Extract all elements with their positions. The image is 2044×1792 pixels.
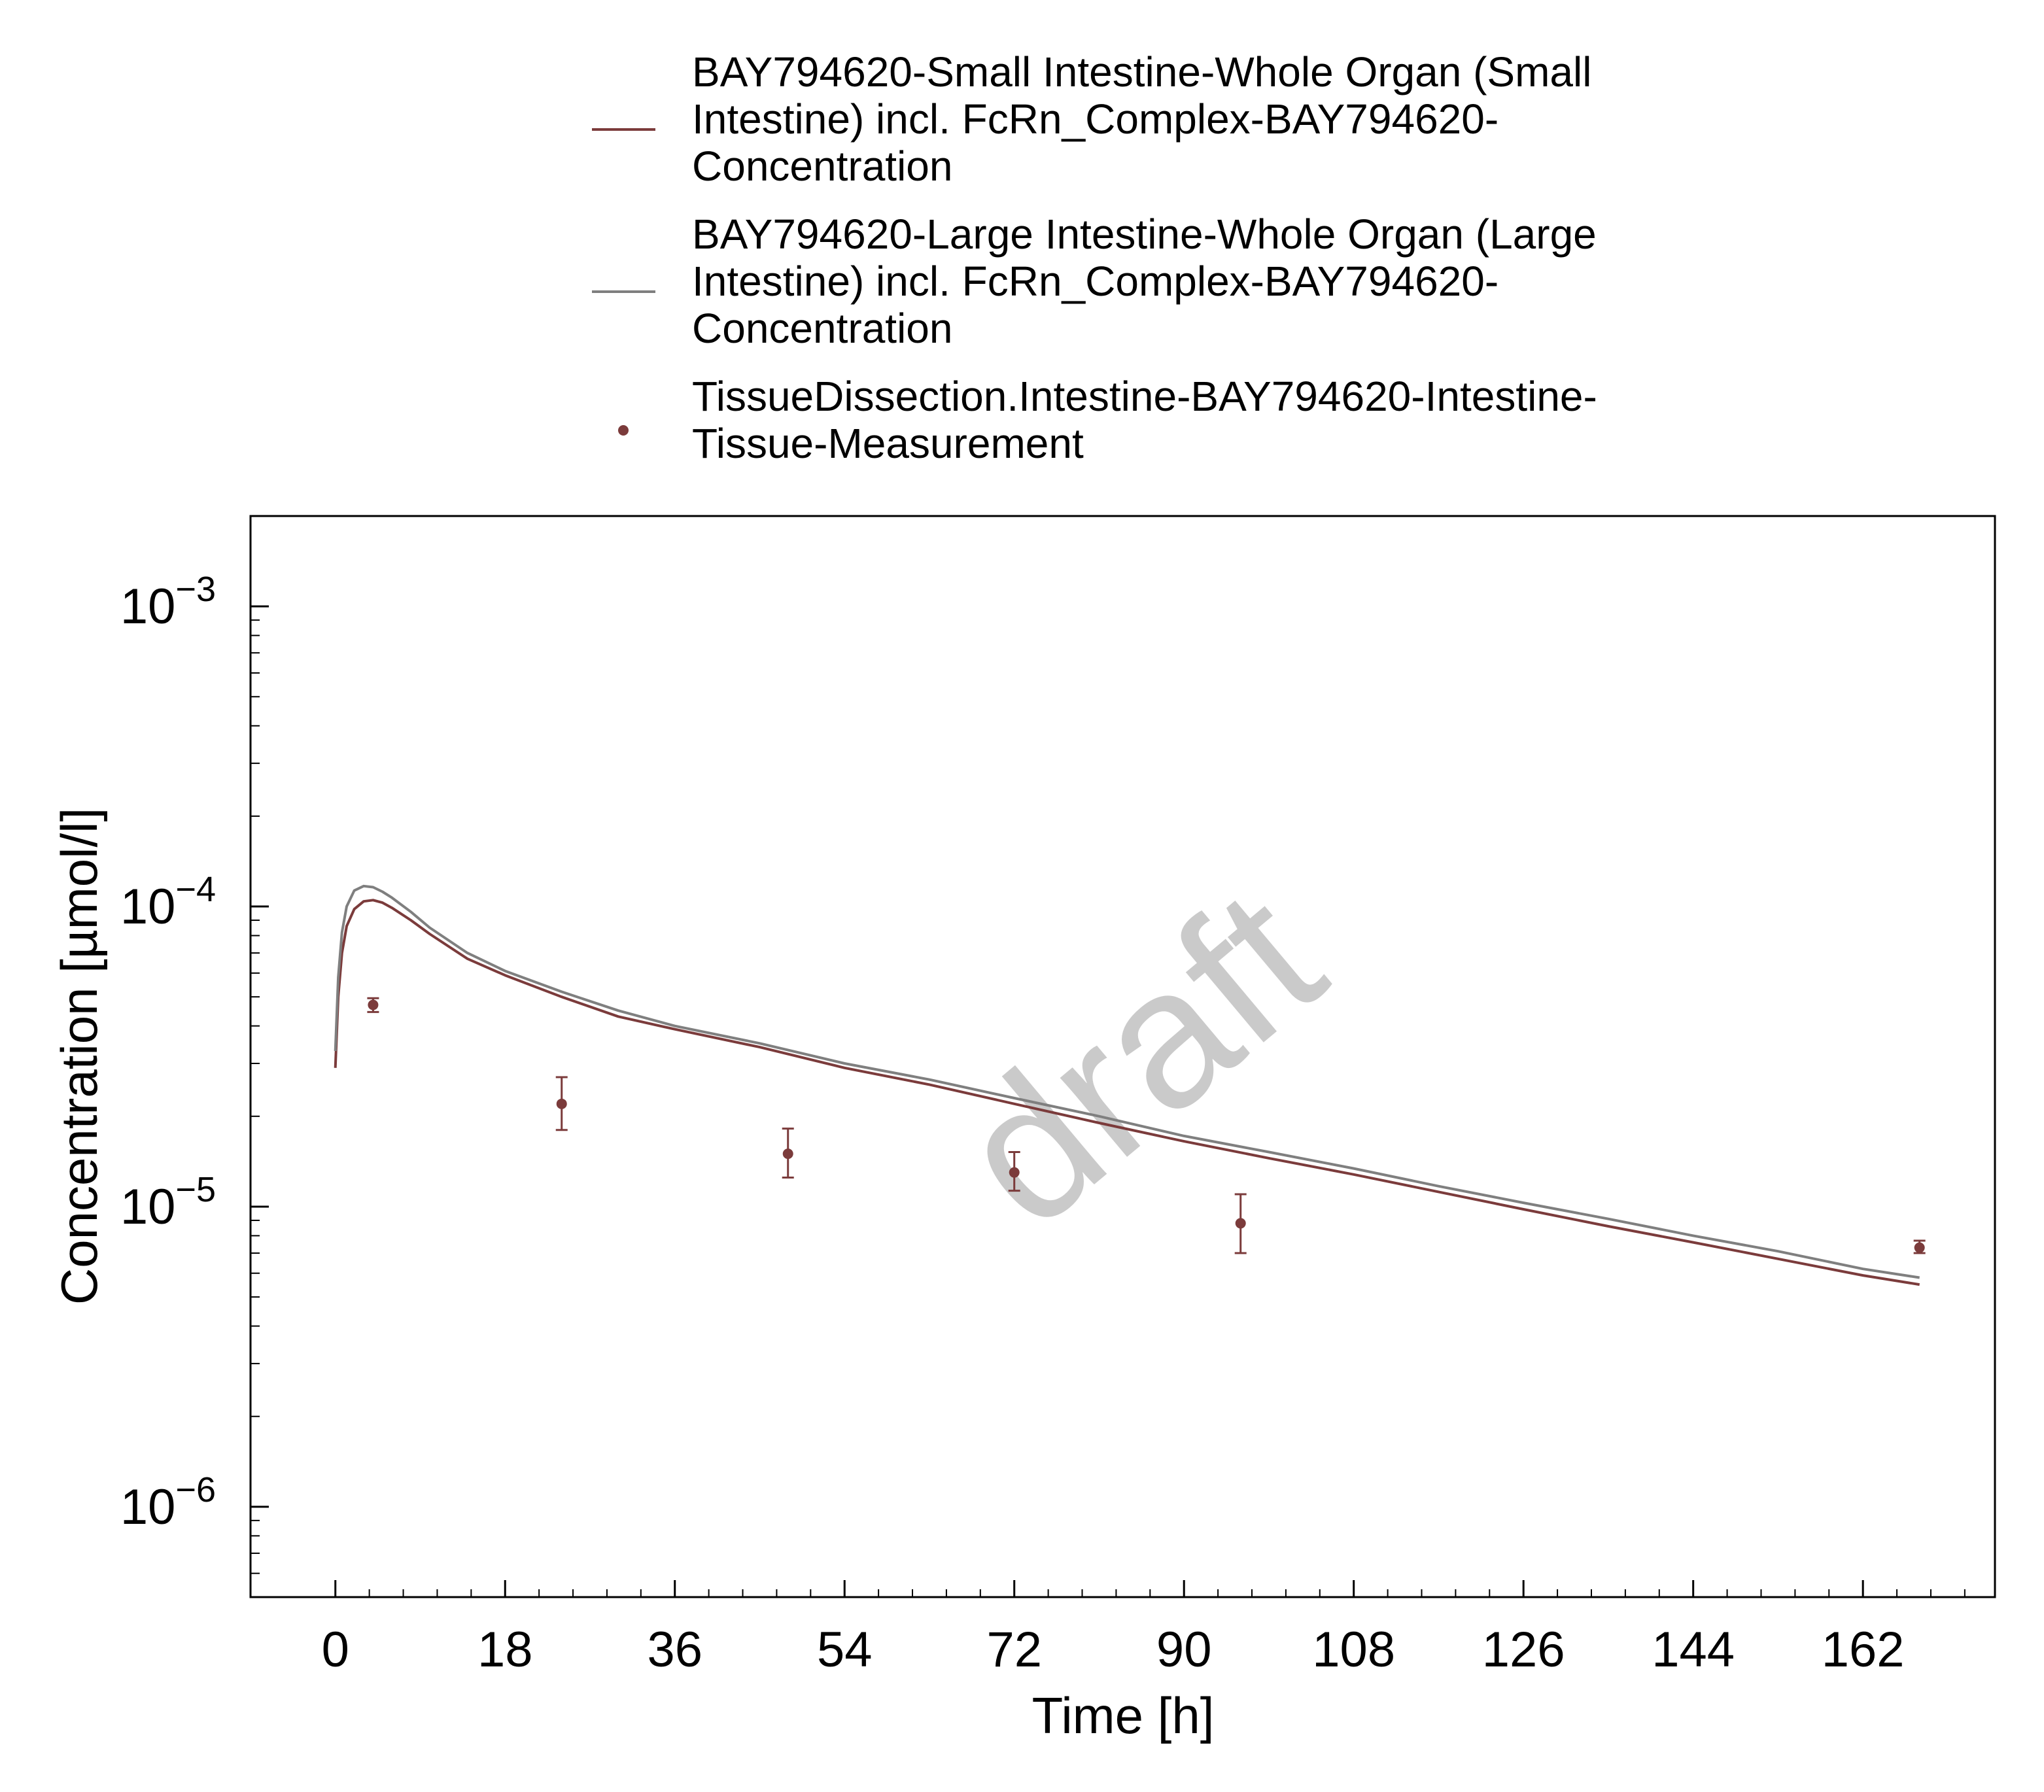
legend-entry: BAY794620-Small Intestine-Whole Organ (S… <box>592 48 1591 190</box>
x-tick-label: 0 <box>322 1622 349 1678</box>
x-tick-label: 126 <box>1482 1622 1565 1678</box>
y-tick-label: 10−6 <box>120 1470 216 1535</box>
data-point <box>555 1076 568 1131</box>
legend-label: Tissue-Measurement <box>692 420 1084 467</box>
legend-label: Concentration <box>692 143 952 190</box>
x-axis: 0 18 36 54 72 90 108 126 144 162 <box>322 1580 1966 1678</box>
y-tick-label: 10−3 <box>120 570 216 634</box>
legend-label: Intestine) incl. FcRn_Complex-BAY794620- <box>692 95 1498 143</box>
y-tick-label: 10−5 <box>120 1170 216 1235</box>
data-point <box>367 997 379 1013</box>
series-line-0 <box>334 899 1920 1286</box>
legend-label: Concentration <box>692 305 952 352</box>
data-marker <box>1009 1167 1020 1178</box>
series-line-1 <box>334 884 1920 1279</box>
y-axis: 10−3 10−4 10−5 10−6 <box>120 515 269 1598</box>
x-axis-title: Time [h] <box>1032 1687 1215 1744</box>
watermark-text: draft <box>919 847 1362 1268</box>
legend-label: Intestine) incl. FcRn_Complex-BAY794620- <box>692 258 1498 305</box>
data-marker <box>368 999 379 1010</box>
data-marker <box>782 1148 793 1160</box>
x-tick-label: 144 <box>1652 1622 1735 1678</box>
plot-frame <box>249 515 1996 1598</box>
data-marker <box>1914 1242 1925 1253</box>
x-tick-label: 162 <box>1822 1622 1905 1678</box>
x-tick-label: 36 <box>647 1622 702 1678</box>
legend-label: BAY794620-Large Intestine-Whole Organ (L… <box>692 211 1597 258</box>
legend-entry: TissueDissection.Intestine-BAY794620-Int… <box>618 373 1597 467</box>
x-tick-label: 108 <box>1312 1622 1395 1678</box>
y-tick-label: 10−4 <box>120 870 216 935</box>
data-point <box>1008 1151 1020 1192</box>
x-tick-label: 18 <box>477 1622 533 1678</box>
series-layer <box>334 884 1926 1286</box>
legend: BAY794620-Small Intestine-Whole Organ (S… <box>592 48 1597 467</box>
plot-area: draft <box>249 515 1996 1598</box>
data-point <box>1234 1193 1247 1254</box>
legend-entry: BAY794620-Large Intestine-Whole Organ (L… <box>592 211 1597 352</box>
legend-label: BAY794620-Small Intestine-Whole Organ (S… <box>692 48 1591 95</box>
data-marker <box>1235 1218 1246 1229</box>
legend-swatch-marker <box>618 425 629 436</box>
x-tick-label: 90 <box>1156 1622 1212 1678</box>
y-axis-title: Concentration [µmol/l] <box>50 808 108 1305</box>
data-point <box>1913 1239 1926 1254</box>
data-point <box>782 1128 794 1179</box>
legend-label: TissueDissection.Intestine-BAY794620-Int… <box>692 373 1597 420</box>
watermark-layer: draft <box>919 847 1362 1268</box>
x-tick-label: 72 <box>986 1622 1042 1678</box>
data-marker <box>556 1098 567 1109</box>
x-tick-label: 54 <box>817 1622 873 1678</box>
